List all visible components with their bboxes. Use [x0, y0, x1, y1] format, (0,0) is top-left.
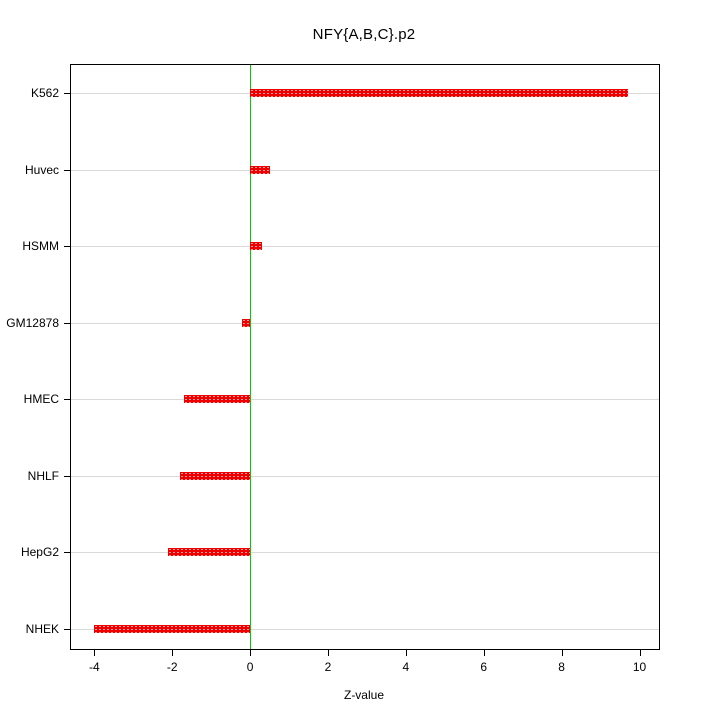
x-axis-tick [328, 649, 329, 656]
gridline [71, 399, 659, 401]
x-axis-tick [172, 649, 174, 656]
y-tick-label: NHLF [27, 468, 59, 483]
y-axis-tick [64, 246, 71, 248]
x-tick-label: 6 [480, 660, 488, 674]
y-tick-label: K562 [30, 86, 59, 100]
x-tick-label: 8 [558, 660, 565, 674]
x-tick-label: 2 [324, 660, 332, 674]
chart-title: NFY{A,B,C}.p2 [312, 26, 416, 43]
gridline [71, 169, 659, 171]
y-axis-tick [64, 93, 71, 94]
x-tick-label: 4 [402, 660, 410, 674]
gridline [71, 322, 659, 324]
y-axis-tick [64, 169, 71, 171]
bar-hsmm [250, 242, 262, 251]
y-tick-label: HSMM [22, 239, 59, 254]
y-axis-tick [64, 399, 71, 401]
bar-k562 [250, 89, 628, 97]
x-axis-tick [483, 649, 485, 656]
y-axis-tick [64, 322, 71, 324]
x-tick-label: 0 [246, 660, 254, 674]
zero-reference-line [250, 65, 252, 649]
y-tick-label: HMEC [23, 392, 59, 407]
gridline [71, 629, 659, 630]
x-axis-tick [561, 649, 563, 656]
x-axis-title: Z-value [343, 688, 384, 702]
x-tick-label: 10 [632, 660, 647, 674]
y-axis-tick [64, 552, 71, 554]
y-tick-label: HepG2 [20, 545, 59, 560]
y-axis-tick [64, 475, 71, 477]
y-tick-label: GM12878 [6, 315, 59, 330]
plot-area: K562 Huvec HSMM GM12878 HMEC NHLF HepG2 NHEK -4 -… [6, 64, 660, 674]
y-tick-label: NHEK [25, 622, 59, 636]
gridline [71, 552, 659, 554]
x-axis-tick [405, 649, 407, 656]
bar-nhek [94, 625, 251, 633]
gridline [71, 246, 659, 248]
y-tick-label: Huvec [24, 162, 59, 177]
bar-hmec [183, 395, 251, 404]
bar-huvec [250, 165, 270, 174]
bar-nhlf [180, 471, 251, 480]
gridline [71, 475, 659, 477]
bar-gm12878 [242, 318, 251, 327]
y-axis-tick [64, 629, 71, 630]
x-tick-label: -4 [89, 660, 100, 674]
x-tick-label: -2 [166, 660, 178, 674]
x-axis-tick [250, 649, 252, 656]
x-axis-tick [94, 649, 96, 656]
bar-hepg2 [168, 548, 251, 557]
x-axis-tick [639, 649, 641, 656]
